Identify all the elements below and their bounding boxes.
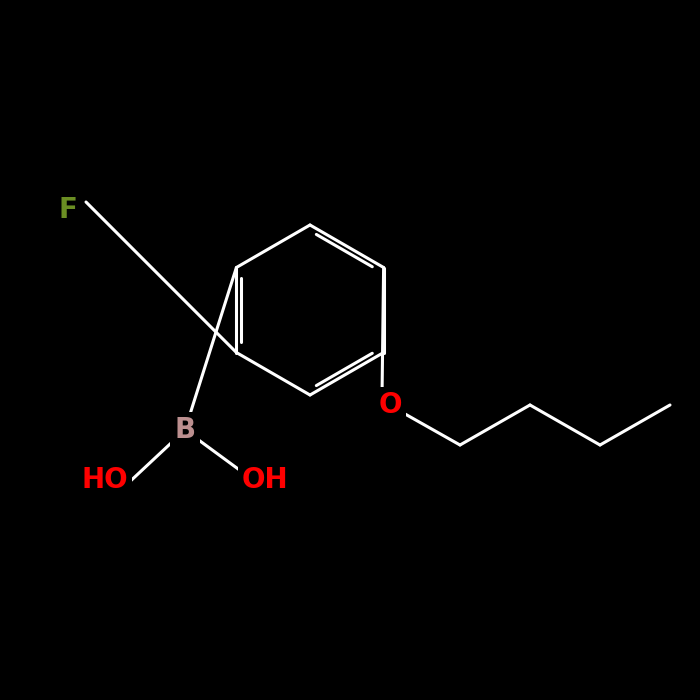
Text: HO: HO [82, 466, 128, 494]
Text: F: F [59, 196, 78, 224]
Text: B: B [174, 416, 195, 444]
Text: O: O [378, 391, 402, 419]
Text: OH: OH [241, 466, 288, 494]
